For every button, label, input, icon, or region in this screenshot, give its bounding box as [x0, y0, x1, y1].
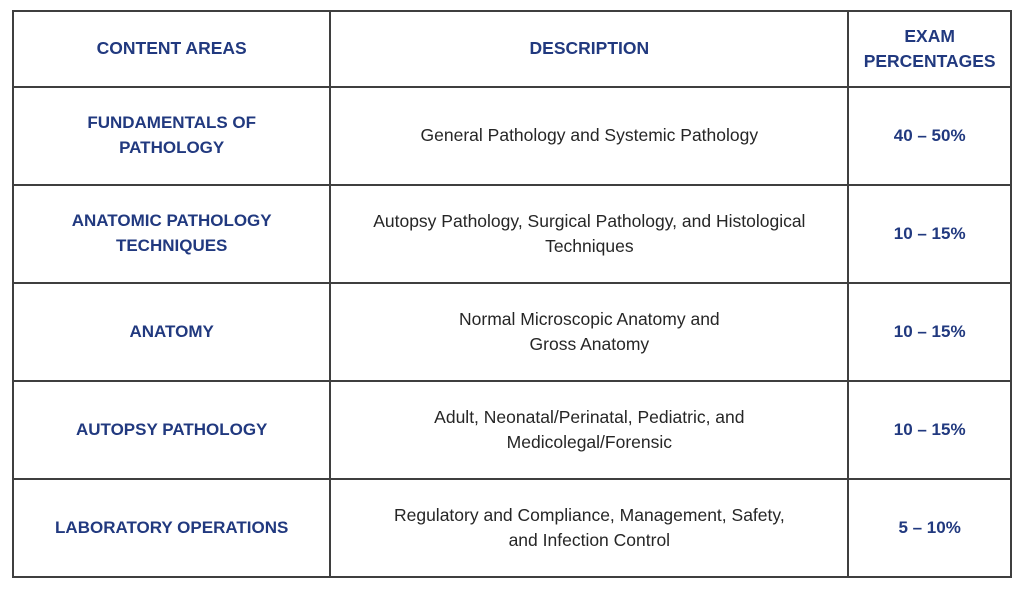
table-row: LABORATORY OPERATIONS Regulatory and Com… [11, 478, 1012, 578]
table-header-row: CONTENT AREAS DESCRIPTION EXAM PERCENTAG… [11, 10, 1012, 88]
description-cell: Normal Microscopic Anatomy and Gross Ana… [329, 282, 850, 382]
table-row: AUTOPSY PATHOLOGY Adult, Neonatal/Perina… [11, 380, 1012, 480]
header-content-areas: CONTENT AREAS [11, 10, 332, 88]
exam-content-table: CONTENT AREAS DESCRIPTION EXAM PERCENTAG… [11, 10, 1012, 578]
table-row: ANATOMIC PATHOLOGY TECHNIQUES Autopsy Pa… [11, 184, 1012, 284]
description-cell: Autopsy Pathology, Surgical Pathology, a… [329, 184, 850, 284]
content-area-cell: AUTOPSY PATHOLOGY [11, 380, 332, 480]
percentage-cell: 10 – 15% [847, 282, 1012, 382]
description-cell: Adult, Neonatal/Perinatal, Pediatric, an… [329, 380, 850, 480]
percentage-cell: 10 – 15% [847, 184, 1012, 284]
description-cell: General Pathology and Systemic Pathology [329, 86, 850, 186]
content-area-cell: ANATOMIC PATHOLOGY TECHNIQUES [11, 184, 332, 284]
content-area-cell: LABORATORY OPERATIONS [11, 478, 332, 578]
percentage-cell: 40 – 50% [847, 86, 1012, 186]
percentage-cell: 10 – 15% [847, 380, 1012, 480]
header-description: DESCRIPTION [329, 10, 850, 88]
content-area-cell: ANATOMY [11, 282, 332, 382]
description-cell: Regulatory and Compliance, Management, S… [329, 478, 850, 578]
content-area-cell: FUNDAMENTALS OF PATHOLOGY [11, 86, 332, 186]
header-exam-percentages: EXAM PERCENTAGES [847, 10, 1012, 88]
table-row: ANATOMY Normal Microscopic Anatomy and G… [11, 282, 1012, 382]
table-row: FUNDAMENTALS OF PATHOLOGY General Pathol… [11, 86, 1012, 186]
percentage-cell: 5 – 10% [847, 478, 1012, 578]
